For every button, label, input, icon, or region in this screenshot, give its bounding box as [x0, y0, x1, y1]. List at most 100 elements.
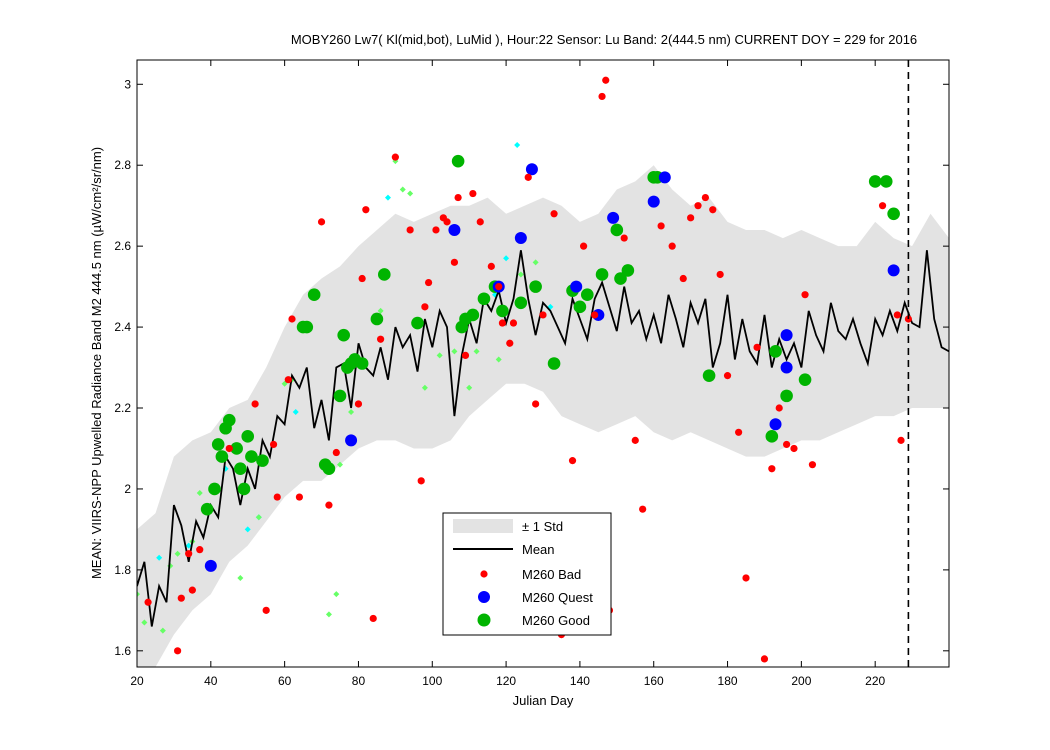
point-m260-good	[496, 304, 509, 318]
y-axis-label: MEAN: VIIRS-NPP Upwelled Radiance Band M…	[89, 147, 104, 579]
prior-year-point-lightgreen	[421, 384, 428, 391]
x-tick-label: 80	[352, 674, 366, 688]
point-m260-bad	[476, 218, 484, 226]
point-m260-good	[337, 328, 350, 342]
point-m260-good	[702, 369, 716, 382]
x-axis-label: Julian Day	[513, 693, 574, 708]
y-tick-label: 1.6	[114, 644, 131, 658]
point-m260-good	[529, 280, 542, 293]
prior-year-point-lightgreen	[325, 611, 332, 618]
point-m260-bad	[742, 574, 750, 582]
point-m260-good	[200, 502, 214, 516]
point-m260-quest	[887, 264, 900, 277]
prior-year-point-lightgreen	[517, 271, 524, 278]
point-m260-bad	[602, 76, 610, 84]
point-m260-bad	[284, 376, 292, 384]
point-m260-good	[245, 450, 258, 463]
prior-year-point-cyan	[292, 409, 299, 416]
point-m260-quest	[514, 232, 527, 245]
point-m260-good	[241, 430, 255, 443]
point-m260-bad	[790, 444, 798, 453]
point-m260-quest	[658, 171, 671, 184]
point-m260-bad	[469, 189, 477, 198]
point-m260-quest	[769, 418, 782, 431]
prior-year-point-lightgreen	[436, 352, 443, 359]
point-m260-good	[307, 288, 321, 302]
point-m260-good	[868, 175, 882, 188]
point-m260-quest	[345, 434, 358, 447]
point-m260-good	[580, 288, 594, 302]
point-m260-bad	[694, 202, 702, 210]
plot-frame	[136, 59, 950, 668]
point-m260-bad	[735, 428, 743, 436]
y-tick-label: 1.8	[114, 563, 131, 577]
legend-label-std: ± 1 Std	[522, 519, 563, 534]
point-m260-bad	[532, 400, 540, 408]
x-tick-label: 160	[644, 674, 664, 688]
prior-year-point-lightgreen	[237, 574, 244, 581]
x-tick-label: 100	[422, 674, 442, 688]
point-m260-quest	[607, 211, 620, 224]
x-tick-label: 200	[791, 674, 811, 688]
point-m260-bad	[369, 614, 377, 623]
point-m260-good	[477, 292, 491, 306]
point-m260-good	[215, 450, 229, 463]
point-m260-bad	[325, 501, 333, 509]
axes-layer: 20 40 60 80 100 120 140 160 180 200 220 1.6 1.8 2 2.2 2…	[114, 60, 949, 688]
point-m260-good	[211, 438, 225, 451]
point-m260-bad	[406, 226, 414, 234]
legend-label-good: M260 Good	[522, 613, 590, 628]
x-tick-label: 220	[865, 674, 885, 688]
point-m260-bad	[225, 444, 233, 453]
point-m260-bad	[262, 606, 270, 614]
point-m260-good	[355, 357, 369, 370]
point-m260-bad	[196, 546, 204, 554]
point-m260-bad	[332, 448, 340, 457]
prior-year-point-lightgreen	[141, 619, 148, 626]
x-tick-label: 120	[496, 674, 516, 688]
prior-year-point-lightgreen	[473, 348, 480, 355]
legend-marker-bad	[480, 570, 488, 578]
prior-year-point-lightgreen	[451, 348, 458, 355]
point-m260-bad	[783, 440, 791, 449]
prior-year-point-cyan	[156, 554, 163, 561]
prior-year-point-lightgreen	[333, 591, 340, 598]
point-m260-bad	[580, 242, 588, 250]
point-m260-quest	[780, 361, 793, 374]
std-band-layer	[137, 165, 949, 667]
point-m260-bad	[185, 550, 193, 558]
point-m260-bad	[487, 262, 495, 270]
point-m260-good	[370, 312, 384, 326]
point-m260-bad	[631, 436, 639, 444]
point-m260-quest	[780, 329, 793, 342]
point-m260-good	[451, 154, 465, 168]
point-m260-good	[230, 442, 243, 455]
legend-marker-good	[477, 613, 491, 627]
prior-year-point-lightgreen	[399, 186, 406, 193]
point-m260-bad	[269, 440, 278, 449]
point-m260-bad	[288, 315, 296, 323]
prior-year-point-lightgreen	[532, 259, 539, 266]
point-m260-bad	[450, 258, 459, 266]
point-m260-good	[514, 296, 528, 310]
point-m260-bad	[591, 311, 599, 319]
y-tick-label: 3	[124, 77, 131, 91]
legend-label-mean: Mean	[522, 542, 555, 557]
prior-year-point-cyan	[244, 526, 251, 533]
x-tick-label: 20	[130, 674, 144, 688]
point-m260-bad	[524, 173, 532, 181]
point-m260-bad	[679, 274, 687, 283]
point-m260-bad	[716, 270, 724, 279]
point-m260-bad	[424, 278, 433, 287]
point-m260-bad	[598, 92, 606, 101]
y-tick-label: 2.4	[114, 320, 131, 334]
point-m260-bad	[174, 647, 182, 655]
point-m260-bad	[893, 311, 901, 319]
point-m260-quest	[525, 163, 538, 176]
legend-box	[442, 512, 612, 636]
point-m260-bad	[454, 193, 462, 202]
point-m260-bad	[273, 493, 281, 501]
x-tick-label: 40	[204, 674, 218, 688]
prior-year-point-lightgreen	[495, 356, 502, 363]
point-m260-good	[798, 373, 812, 386]
